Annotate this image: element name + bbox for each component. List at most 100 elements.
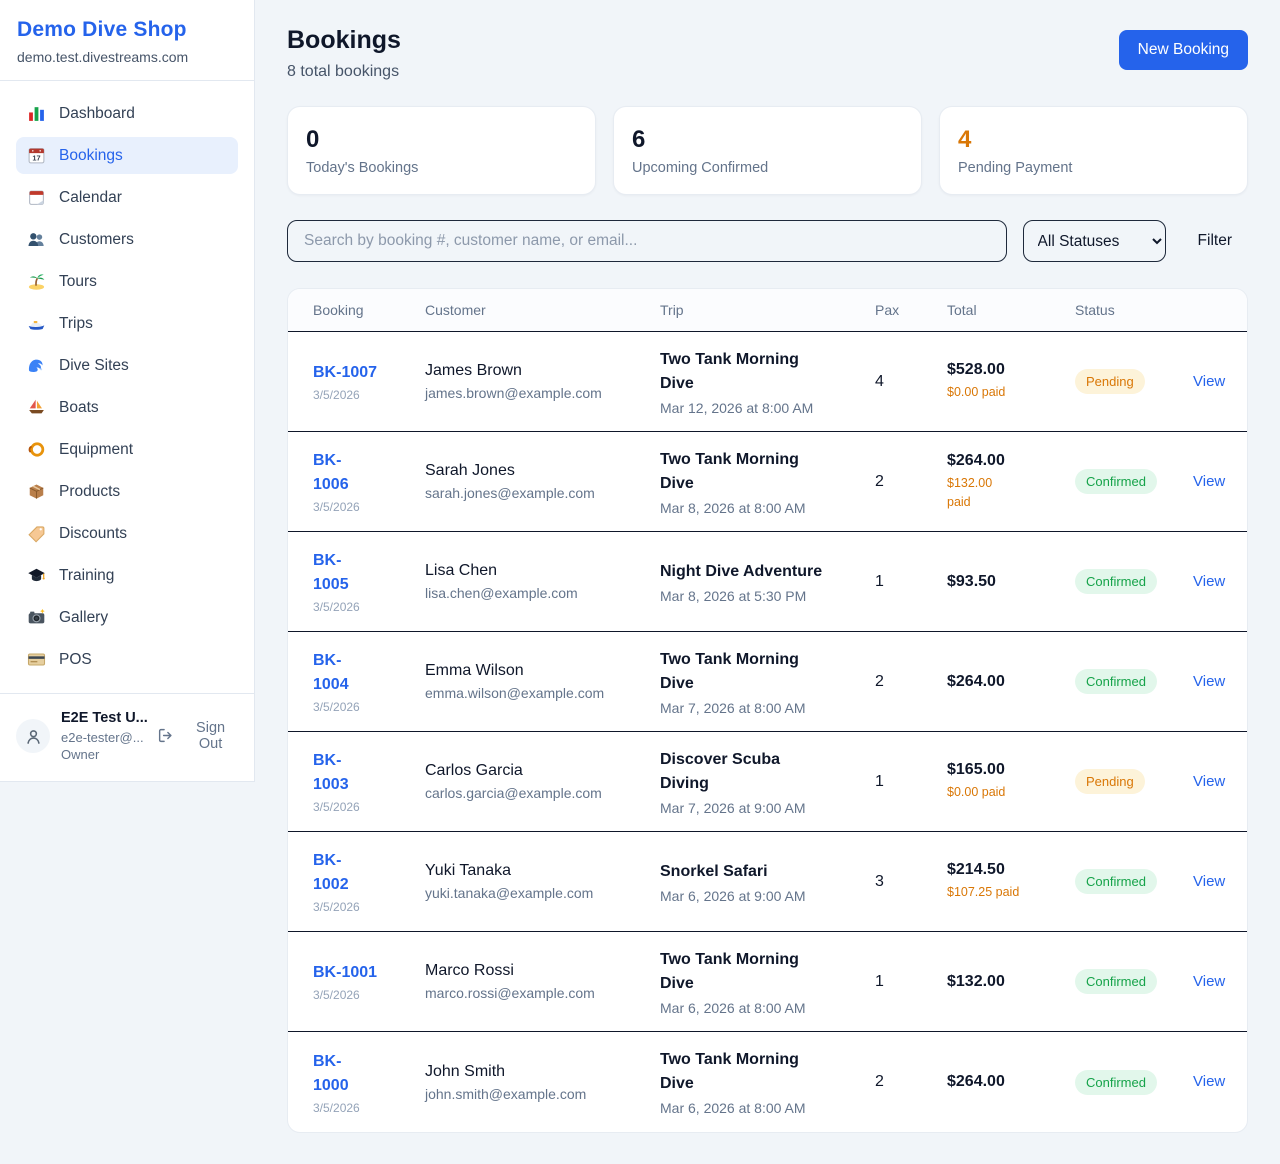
customer-email: yuki.tanaka@example.com xyxy=(425,885,594,901)
trip-name: Two Tank Morning Dive xyxy=(660,950,799,992)
booking-id-link[interactable]: BK-1007 xyxy=(313,364,378,381)
trip-cell: Discover Scuba Diving Mar 7, 2026 at 9:0… xyxy=(660,748,875,816)
view-link[interactable]: View xyxy=(1193,372,1226,390)
view-link[interactable]: View xyxy=(1193,772,1226,790)
page-subtitle: 8 total bookings xyxy=(287,63,400,80)
status-cell: Confirmed xyxy=(1075,969,1193,994)
tag-icon xyxy=(27,524,46,543)
booking-id-link[interactable]: BK- 1000 xyxy=(313,1052,349,1094)
booking-date: 3/5/2026 xyxy=(313,800,360,814)
status-cell: Pending xyxy=(1075,369,1193,394)
customer-email: sarah.jones@example.com xyxy=(425,485,595,501)
trip-datetime: Mar 12, 2026 at 8:00 AM xyxy=(660,399,814,416)
stat-card: 6 Upcoming Confirmed xyxy=(613,106,922,195)
brand-name[interactable]: Demo Dive Shop xyxy=(17,18,187,41)
bar-chart-icon xyxy=(27,104,46,123)
customer-cell: Lisa Chen lisa.chen@example.com xyxy=(425,562,660,601)
sidebar-footer-divider xyxy=(0,693,254,694)
customer-email: lisa.chen@example.com xyxy=(425,585,578,601)
sidebar-item-customers[interactable]: Customers xyxy=(16,221,238,258)
booking-id-link[interactable]: BK- 1006 xyxy=(313,452,349,493)
booking-id-link[interactable]: BK- 1004 xyxy=(313,652,349,693)
trip-cell: Two Tank Morning Dive Mar 8, 2026 at 8:0… xyxy=(660,448,875,516)
page-header: Bookings 8 total bookings New Booking xyxy=(287,26,1248,81)
sidebar-item-trips[interactable]: Trips xyxy=(16,305,238,342)
customer-email: emma.wilson@example.com xyxy=(425,685,605,701)
booking-cell: BK-1007 3/5/2026 xyxy=(313,361,425,402)
booking-id-link[interactable]: BK- 1003 xyxy=(313,752,349,793)
booking-id-link[interactable]: BK-1001 xyxy=(313,964,378,981)
view-link[interactable]: View xyxy=(1193,572,1226,590)
sidebar-item-tours[interactable]: Tours xyxy=(16,263,238,300)
column-header-pax: Pax xyxy=(875,302,900,318)
actions-cell: View xyxy=(1193,1073,1225,1091)
booking-date: 3/5/2026 xyxy=(313,988,360,1002)
customer-email: james.brown@example.com xyxy=(425,385,602,401)
sidebar-item-dashboard[interactable]: Dashboard xyxy=(16,95,238,132)
table-row: BK- 1002 3/5/2026 Yuki Tanaka yuki.tanaka… xyxy=(288,832,1247,932)
sidebar-divider xyxy=(0,80,254,81)
status-cell: Confirmed xyxy=(1075,669,1193,694)
view-link[interactable]: View xyxy=(1193,672,1226,690)
search-input[interactable] xyxy=(287,220,1007,262)
column-header-booking: Booking xyxy=(313,302,364,318)
person-icon xyxy=(26,729,40,744)
customer-name: Emma Wilson xyxy=(425,662,524,679)
trip-cell: Two Tank Morning Dive Mar 6, 2026 at 8:0… xyxy=(660,948,875,1016)
view-link[interactable]: View xyxy=(1193,1073,1226,1090)
sidebar-item-pos[interactable]: POS xyxy=(16,641,238,678)
sidebar-item-bookings[interactable]: 17 Bookings xyxy=(16,137,238,174)
sidebar-item-calendar[interactable]: Calendar xyxy=(16,179,238,216)
view-link[interactable]: View xyxy=(1193,472,1226,490)
status-filter-select[interactable]: All Statuses xyxy=(1022,220,1166,262)
status-cell: Pending xyxy=(1075,769,1193,794)
booking-cell: BK- 1003 3/5/2026 xyxy=(313,749,425,814)
sidebar-item-discounts[interactable]: Discounts xyxy=(16,515,238,552)
trip-datetime: Mar 8, 2026 at 8:00 AM xyxy=(660,499,806,516)
booking-date: 3/5/2026 xyxy=(313,700,360,714)
sign-out-button[interactable]: Sign Out xyxy=(157,720,238,752)
view-link[interactable]: View xyxy=(1193,972,1226,990)
table-row: BK- 1005 3/5/2026 Lisa Chen lisa.chen@exa… xyxy=(288,532,1247,632)
status-cell: Confirmed xyxy=(1075,869,1193,894)
stat-card: 4 Pending Payment xyxy=(939,106,1248,195)
new-booking-button[interactable]: New Booking xyxy=(1118,30,1248,70)
customer-cell: Sarah Jones sarah.jones@example.com xyxy=(425,462,660,501)
stat-value: 6 xyxy=(632,126,646,153)
brand-block: Demo Dive Shop demo.test.divestreams.com xyxy=(0,0,254,80)
total-cell: $528.00 $0.00 paid xyxy=(947,361,1075,401)
customer-email: marco.rossi@example.com xyxy=(425,985,595,1001)
view-link[interactable]: View xyxy=(1193,872,1226,890)
trip-name: Two Tank Morning Dive xyxy=(660,1051,799,1092)
trip-datetime: Mar 6, 2026 at 9:00 AM xyxy=(660,887,806,904)
trip-cell: Snorkel Safari Mar 6, 2026 at 9:00 AM xyxy=(660,860,875,904)
actions-cell: View xyxy=(1193,973,1225,991)
customer-name: Marco Rossi xyxy=(425,962,514,979)
booking-cell: BK- 1005 3/5/2026 xyxy=(313,549,425,614)
page-title: Bookings xyxy=(287,26,401,54)
sidebar-item-label: Trips xyxy=(59,314,93,332)
sidebar-item-label: Bookings xyxy=(59,146,123,164)
booking-date: 3/5/2026 xyxy=(313,900,360,914)
actions-cell: View xyxy=(1193,573,1225,591)
table-row: BK- 1000 3/5/2026 John Smith john.smith@e… xyxy=(288,1032,1247,1132)
sidebar-item-training[interactable]: Training xyxy=(16,557,238,594)
sidebar-item-products[interactable]: Products xyxy=(16,473,238,510)
sidebar-item-gallery[interactable]: Gallery xyxy=(16,599,238,636)
sidebar-item-equipment[interactable]: Equipment xyxy=(16,431,238,468)
tear-calendar-icon xyxy=(27,188,46,207)
sidebar-item-boats[interactable]: Boats xyxy=(16,389,238,426)
calendar-date-icon: 17 xyxy=(27,146,46,165)
sidebar-item-label: Dive Sites xyxy=(59,356,129,374)
trip-datetime: Mar 8, 2026 at 5:30 PM xyxy=(660,587,807,604)
booking-id-link[interactable]: BK- 1002 xyxy=(313,852,349,893)
sidebar-item-dive-sites[interactable]: Dive Sites xyxy=(16,347,238,384)
booking-id-link[interactable]: BK- 1005 xyxy=(313,552,349,593)
filter-button[interactable]: Filter xyxy=(1182,232,1248,250)
total-cell: $264.00 $132.00 paid xyxy=(947,452,1075,510)
trip-cell: Two Tank Morning Dive Mar 12, 2026 at 8:… xyxy=(660,348,875,416)
sidebar-item-label: Products xyxy=(59,482,121,500)
customer-name: James Brown xyxy=(425,362,522,379)
customer-cell: Marco Rossi marco.rossi@example.com xyxy=(425,962,660,1001)
